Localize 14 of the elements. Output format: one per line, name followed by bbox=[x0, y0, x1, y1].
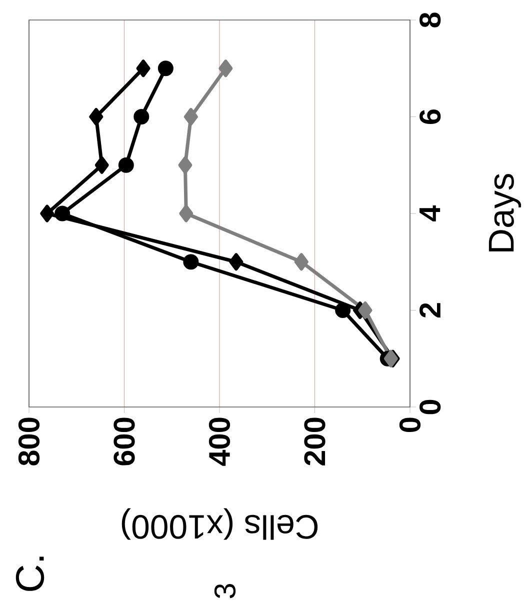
x-tick-label: 400 bbox=[208, 418, 230, 466]
x-tick-label: 800 bbox=[18, 418, 40, 466]
text: C. bbox=[16, 556, 44, 591]
y-tick-label: 4 bbox=[420, 205, 440, 222]
y-tick-label: 0 bbox=[420, 400, 441, 414]
text: 3 bbox=[214, 584, 236, 598]
y-tick-label: 6 bbox=[420, 110, 441, 124]
x-tick-label: 600 bbox=[114, 418, 135, 466]
y-axis-title: Days bbox=[488, 174, 522, 252]
x-axis-title: Cells (x1000) bbox=[122, 508, 318, 540]
y-tick-label: 8 bbox=[420, 12, 441, 28]
y-tick-label: 2 bbox=[420, 303, 440, 318]
x-tick-label: 0 bbox=[399, 418, 421, 432]
x-tick-label: 200 bbox=[304, 418, 326, 466]
